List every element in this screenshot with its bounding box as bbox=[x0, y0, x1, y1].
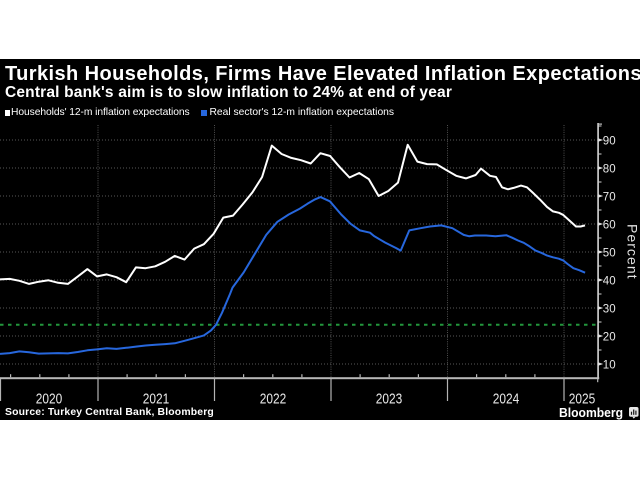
svg-text:50: 50 bbox=[603, 245, 616, 259]
svg-text:40: 40 bbox=[603, 273, 616, 287]
svg-text:30: 30 bbox=[603, 301, 616, 315]
svg-text:2025: 2025 bbox=[569, 392, 596, 408]
svg-text:10: 10 bbox=[603, 357, 616, 371]
svg-text:2024: 2024 bbox=[493, 392, 520, 408]
svg-text:20: 20 bbox=[603, 329, 616, 343]
svg-text:70: 70 bbox=[603, 189, 616, 203]
svg-text:2020: 2020 bbox=[36, 392, 63, 408]
svg-text:2023: 2023 bbox=[376, 392, 403, 408]
svg-text:80: 80 bbox=[603, 161, 616, 175]
svg-text:60: 60 bbox=[603, 217, 616, 231]
svg-text:2022: 2022 bbox=[260, 392, 287, 408]
svg-text:2021: 2021 bbox=[143, 392, 170, 408]
svg-text:90: 90 bbox=[603, 133, 616, 147]
